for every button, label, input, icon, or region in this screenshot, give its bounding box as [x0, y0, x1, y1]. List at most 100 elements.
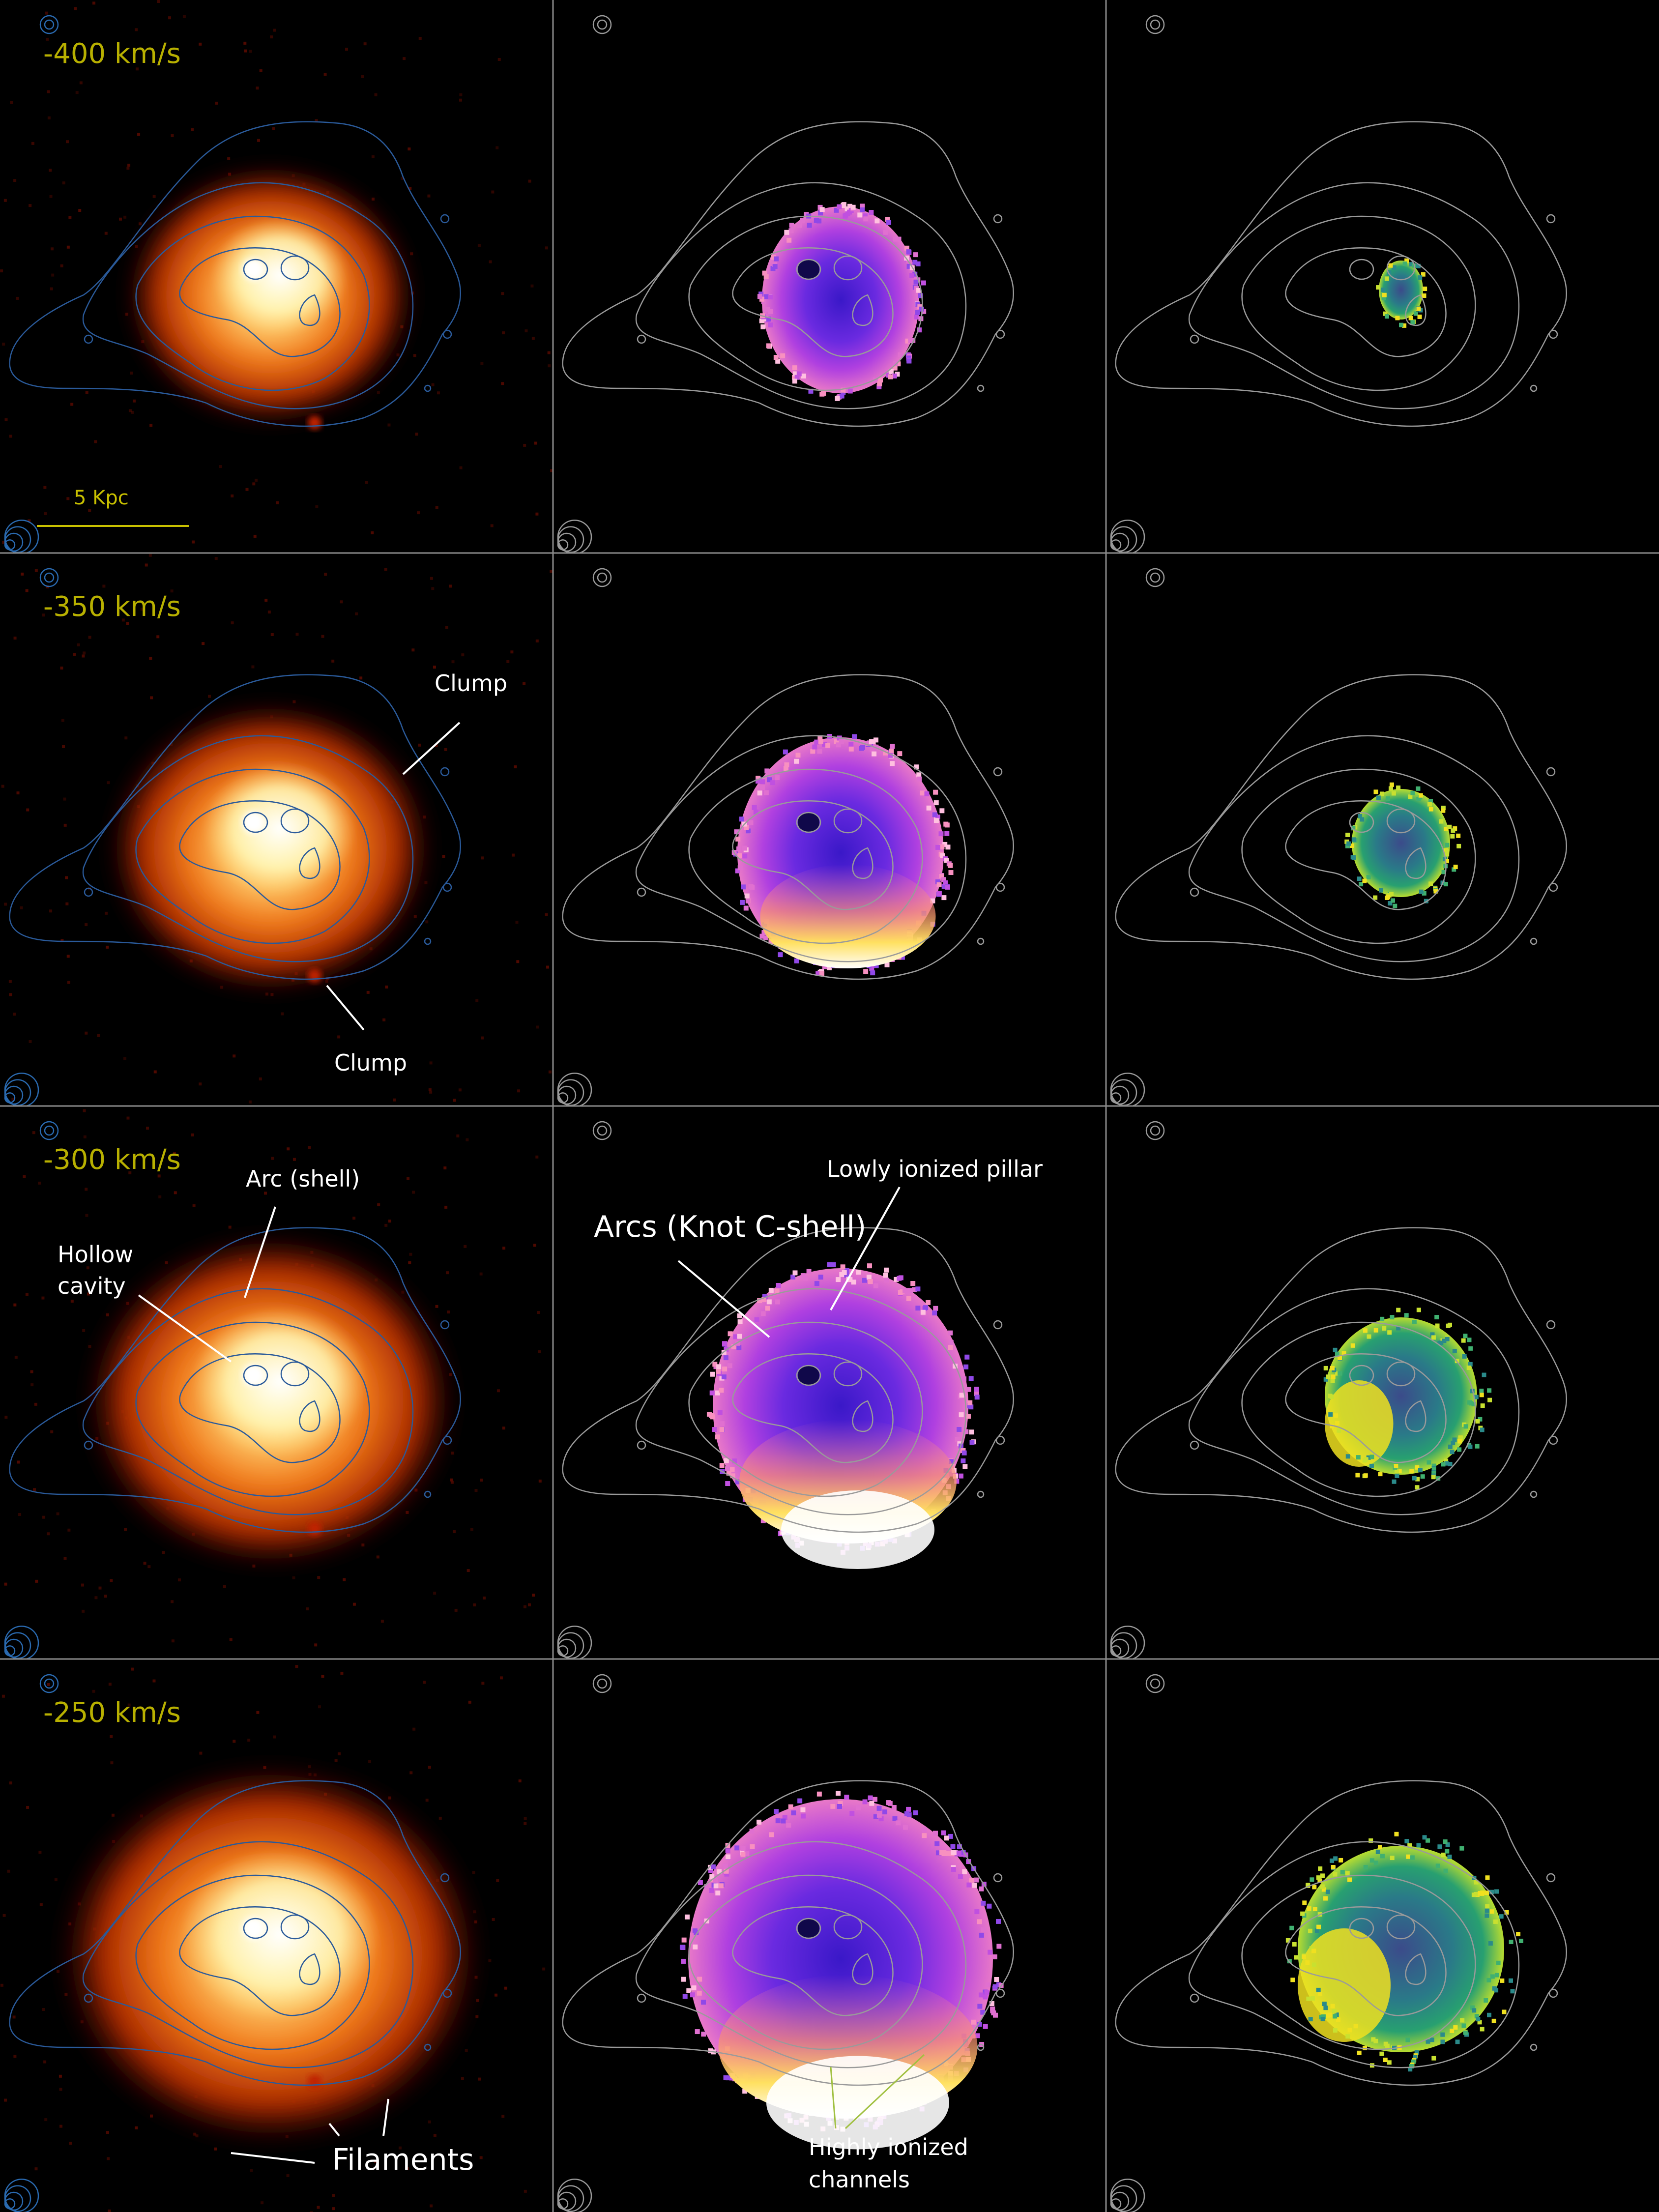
- fringe-px: [774, 256, 779, 262]
- ratio-contours-row-1-speck-1: [1190, 334, 1199, 344]
- fringe-px: [734, 1845, 740, 1851]
- ratio-px: [1397, 1469, 1402, 1474]
- ratio-px: [1328, 1412, 1333, 1417]
- ionization-dark-knot-row-1: [798, 260, 819, 279]
- emission-contours-row-1-level-2: [82, 182, 414, 409]
- ionization-contours-row-3-level-3: [688, 1321, 923, 1497]
- noise-px: [446, 1310, 450, 1314]
- ionization-panel-row-1: [553, 0, 1106, 554]
- noise-px: [170, 589, 174, 593]
- ratio-px: [1381, 288, 1386, 292]
- fringe-px: [724, 1346, 729, 1352]
- fringe-px: [988, 1950, 993, 1955]
- fringe-px: [873, 1814, 878, 1819]
- noise-px: [88, 1345, 91, 1348]
- fringe-px: [904, 245, 909, 251]
- noise-px: [124, 1528, 127, 1531]
- emission-beam-row-3-inner: [44, 1125, 55, 1136]
- noise-px: [470, 1528, 473, 1531]
- fringe-px: [944, 1835, 949, 1841]
- ratio-px: [1301, 1954, 1306, 1959]
- fringe-px: [792, 378, 797, 384]
- fringe-px: [955, 1437, 960, 1442]
- ratio-px: [1469, 1401, 1474, 1406]
- emission-contours-row-2-speck-3: [442, 882, 452, 892]
- noise-px: [0, 269, 3, 273]
- fringe-px: [869, 210, 874, 215]
- channel-pointer-left: [830, 2066, 837, 2129]
- noise-px: [355, 612, 358, 615]
- ratio-px: [1443, 1839, 1448, 1844]
- fringe-px: [900, 1289, 905, 1295]
- ratio-px: [1388, 786, 1393, 791]
- emission-hotspot-row-1: [242, 259, 264, 280]
- fringe-px: [842, 1270, 847, 1275]
- noise-px: [108, 2209, 111, 2212]
- noise-px: [47, 116, 51, 119]
- noise-px: [149, 657, 152, 660]
- noise-px: [11, 1098, 15, 1101]
- noise-px: [174, 1191, 177, 1194]
- ratio-contours-row-1-knot-c: [1405, 294, 1426, 326]
- fringe-px: [786, 237, 792, 243]
- fringe-px: [933, 800, 939, 806]
- noise-px: [492, 1918, 495, 1921]
- noise-px: [46, 585, 49, 589]
- ratio-px: [1452, 867, 1456, 872]
- fringe-px: [781, 1818, 786, 1824]
- noise-px: [465, 2049, 468, 2052]
- fringe-px: [883, 750, 888, 756]
- fringe-px: [886, 220, 892, 225]
- emission-contours-row-2-knot-b: [280, 808, 310, 834]
- fringe-px: [912, 260, 918, 265]
- noise-px: [86, 1266, 89, 1270]
- fringe-px: [979, 1932, 984, 1938]
- fringe-px: [759, 785, 765, 790]
- fringe-px: [981, 1927, 986, 1932]
- fringe-px: [862, 1278, 867, 1283]
- noise-px: [149, 424, 153, 427]
- noise-px: [26, 1805, 29, 1809]
- noise-px: [377, 391, 380, 394]
- ratio-px: [1453, 865, 1458, 870]
- fringe-px: [876, 1805, 882, 1811]
- emission-contours-row-2: [9, 674, 461, 980]
- noise-px: [191, 1133, 194, 1136]
- ratio-px: [1453, 2025, 1458, 2030]
- fringe-px: [835, 396, 840, 401]
- ratio-px: [1404, 1313, 1409, 1318]
- ratio-px: [1491, 2018, 1496, 2023]
- noise-px: [502, 331, 505, 335]
- fringe-px: [958, 1874, 963, 1879]
- noise-px: [60, 264, 63, 267]
- noise-px: [251, 665, 255, 669]
- fringe-px: [750, 1844, 755, 1849]
- ratio-contours-row-4-knot-a: [1349, 1918, 1374, 1939]
- noise-px: [130, 371, 133, 375]
- fringe-px: [885, 217, 890, 222]
- ratio-px: [1474, 1880, 1479, 1885]
- noise-px: [47, 90, 50, 93]
- fringe-px: [782, 1815, 787, 1820]
- noise-px: [38, 1181, 41, 1185]
- emission-contours-row-4-speck-3: [442, 1988, 452, 1998]
- fringe-px: [974, 1391, 979, 1397]
- noise-px: [537, 1311, 540, 1314]
- fringe-px: [959, 1412, 964, 1418]
- emission-panel-row-1: [0, 0, 555, 554]
- ratio-px: [1441, 870, 1446, 874]
- ratio-px: [1436, 1476, 1441, 1481]
- noise-px: [13, 2055, 17, 2058]
- noise-px: [94, 1596, 98, 1600]
- ratio-contours-row-3-level-3: [1241, 1321, 1476, 1497]
- ratio-px: [1450, 2029, 1455, 2034]
- fringe-px: [994, 1977, 999, 1982]
- noise-px: [504, 1986, 507, 1990]
- fringe-px: [801, 373, 806, 378]
- ionization-beam-row-3: [592, 1121, 612, 1140]
- noise-px: [85, 391, 88, 394]
- ratio-px: [1416, 1843, 1421, 1848]
- ratio-px: [1457, 1447, 1462, 1452]
- noise-px: [410, 252, 413, 256]
- ionization-contours-row-3: [562, 1227, 1014, 1533]
